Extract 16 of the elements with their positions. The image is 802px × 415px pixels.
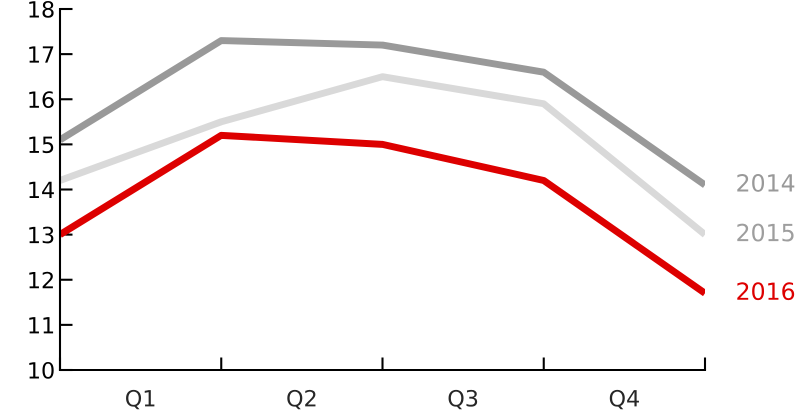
text: Q3: [448, 390, 478, 410]
y-tick-label: 10: [29, 362, 54, 379]
text: Q4: [610, 390, 639, 410]
text: Q2: [287, 390, 316, 410]
y-tick-label: 14: [29, 182, 54, 198]
text: Q1: [126, 390, 154, 410]
y-tick-label: 15: [29, 136, 54, 154]
y-tick-label: 13: [29, 226, 54, 244]
series-label: 2015: [737, 224, 794, 242]
y-tick-label: 16: [29, 91, 54, 108]
y-tick-label: 11: [29, 317, 54, 334]
y-tick-label: 12: [29, 272, 53, 288]
y-tick-label: 18: [29, 0, 54, 18]
y-tick-label: 17: [29, 46, 54, 63]
series-label: 2014: [737, 174, 794, 192]
series-label: 2016: [737, 282, 794, 300]
